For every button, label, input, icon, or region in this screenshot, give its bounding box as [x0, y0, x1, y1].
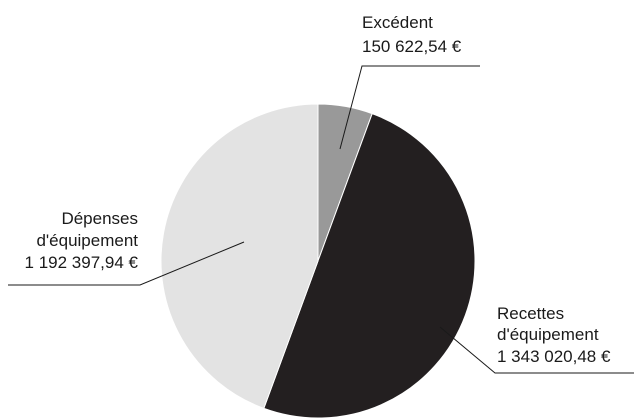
label-recettes-name-line2: d'équipement: [497, 325, 599, 344]
label-excedent-name: Excédent: [362, 13, 433, 32]
slice-depenses: [160, 103, 319, 409]
label-depenses-value: 1 192 397,94 €: [25, 253, 139, 272]
label-depenses-name-line2: d'équipement: [36, 231, 138, 250]
label-recettes-name-line1: Recettes: [497, 304, 564, 323]
leader-lines: [8, 65, 634, 374]
leader-excedent: [339, 65, 480, 150]
label-excedent-value: 150 622,54 €: [362, 37, 462, 56]
pie-slices: [160, 103, 476, 419]
leader-depenses: [8, 241, 245, 286]
slice-recettes: [263, 113, 476, 419]
label-recettes-value: 1 343 020,48 €: [497, 347, 611, 366]
label-depenses-name-line1: Dépenses: [61, 209, 138, 228]
leader-recettes: [439, 326, 634, 374]
